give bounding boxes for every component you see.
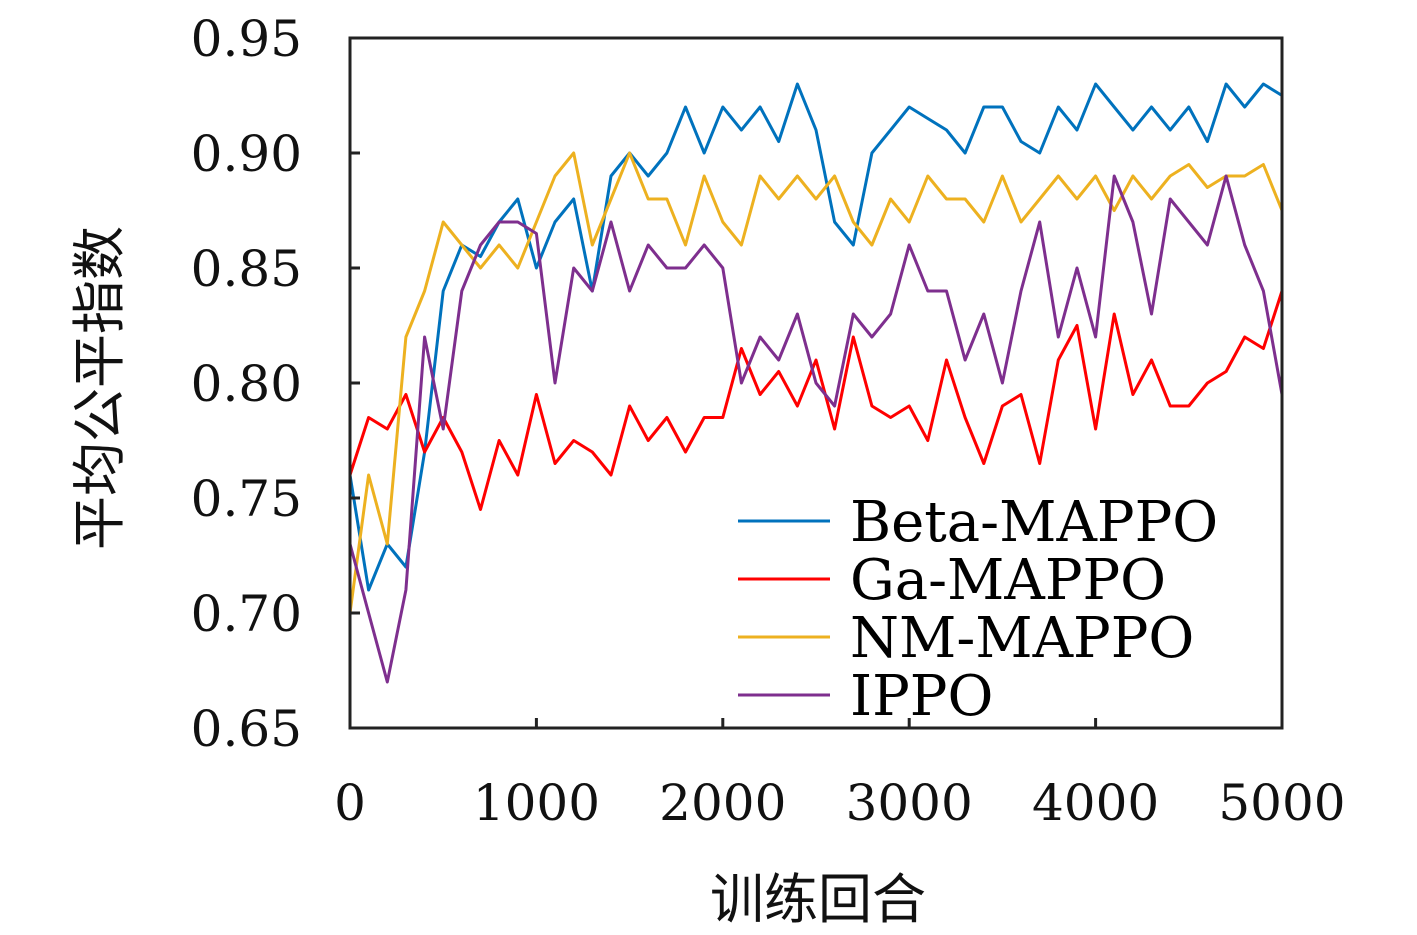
y-tick-label: 0.70	[191, 585, 302, 643]
x-tick-label: 4000	[1032, 774, 1159, 832]
x-tick-label: 3000	[846, 774, 973, 832]
x-axis-label: 训练回合	[710, 868, 926, 931]
legend-label: IPPO	[850, 664, 993, 729]
x-tick-label: 2000	[659, 774, 786, 832]
y-tick-label: 0.90	[191, 125, 302, 183]
series-line-nm-mappo	[348, 151, 1284, 614]
legend-label: Ga-MAPPO	[850, 548, 1166, 613]
y-tick-label: 0.75	[191, 470, 302, 528]
y-tick-label: 0.80	[191, 355, 302, 413]
x-tick-label: 1000	[473, 774, 600, 832]
legend-label: Beta-MAPPO	[850, 490, 1218, 555]
series-layer	[348, 82, 1284, 684]
y-axis-label: 平均公平指数	[68, 226, 131, 550]
y-tick-label: 0.65	[191, 700, 302, 758]
series-line-beta-mappo	[348, 82, 1283, 592]
series-line-ippo	[348, 174, 1284, 684]
ticks-layer: 0 1000 2000 3000 4000 5000 0.65 0.70 0.75 0.80 0.8…	[191, 10, 1346, 832]
series-line-ga-mappo	[348, 290, 1284, 511]
y-tick-label: 0.85	[191, 240, 302, 298]
y-tick-label: 0.95	[191, 10, 302, 68]
x-tick-label: 5000	[1218, 774, 1345, 832]
x-tick-label: 0	[334, 774, 366, 832]
legend-label: NM-MAPPO	[850, 606, 1194, 671]
